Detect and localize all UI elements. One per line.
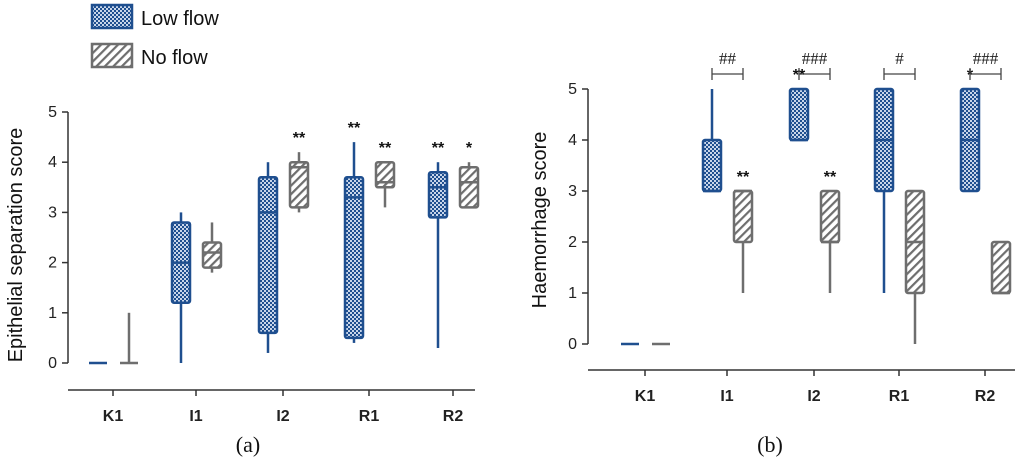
x-tick-label: I2 — [807, 388, 820, 405]
y-tick-label: 4 — [48, 154, 57, 171]
box-plot: * — [458, 140, 480, 209]
panel-caption: (b) — [757, 432, 783, 457]
chart-panel-a: Epithelial separation score (a) 0 1 2 3 4 5 K1… — [5, 104, 480, 457]
box — [257, 176, 279, 335]
box — [427, 170, 449, 219]
box-plot — [257, 162, 279, 353]
comparison-bracket: ### — [969, 49, 1002, 80]
y-tick-label: 2 — [48, 255, 57, 272]
significance-mark: ** — [348, 120, 361, 137]
y-tick-label: 5 — [568, 81, 577, 98]
comparison-mark: ## — [719, 49, 737, 68]
box-plot: ** — [819, 169, 841, 293]
comparison-bracket: # — [883, 49, 916, 80]
y-tick-label: 1 — [48, 305, 57, 322]
box-plot: * — [959, 67, 981, 193]
comparison-mark: ### — [802, 49, 828, 68]
x-tick-label: I2 — [276, 408, 289, 425]
y-axis-label: Haemorrhage score — [529, 132, 551, 309]
x-tick-label: K1 — [635, 388, 656, 405]
significance-mark: ** — [379, 140, 392, 157]
x-tick-label: K1 — [103, 408, 124, 425]
significance-mark: ** — [432, 140, 445, 157]
comparison-mark: ### — [973, 49, 999, 68]
x-tick-label: I1 — [189, 408, 202, 425]
x-tick-label: I1 — [720, 388, 733, 405]
box-plot: ** — [374, 140, 396, 208]
y-tick-label: 3 — [48, 204, 57, 221]
y-tick-label: 4 — [568, 132, 577, 149]
y-tick-label: 1 — [568, 285, 577, 302]
legend: Low flow No flow — [90, 3, 219, 69]
significance-mark: * — [466, 140, 473, 157]
x-tick-label: R1 — [889, 388, 910, 405]
y-tick-label: 5 — [48, 104, 57, 121]
legend-swatch-no-flow — [90, 42, 134, 69]
box — [788, 87, 810, 142]
box-plot: ** — [288, 130, 310, 213]
significance-mark: ** — [293, 130, 306, 147]
y-tick-label: 0 — [48, 355, 57, 372]
box-plot — [873, 87, 895, 293]
box-plot: ** — [732, 169, 754, 293]
x-tick-label: R2 — [443, 408, 464, 425]
box-plot — [120, 312, 138, 365]
box-plot — [201, 222, 223, 273]
box-plot — [990, 240, 1012, 295]
x-tick-label: R2 — [975, 388, 996, 405]
y-tick-label: 0 — [568, 336, 577, 353]
box-plot: ** — [427, 140, 449, 348]
box — [201, 241, 223, 269]
box — [990, 240, 1012, 295]
box — [288, 160, 310, 209]
box-plot — [701, 89, 723, 193]
comparison-bracket: ### — [798, 49, 831, 80]
x-tick-label: R1 — [359, 408, 380, 425]
legend-label-low-flow: Low flow — [141, 8, 219, 30]
comparison-bracket: ## — [711, 49, 744, 80]
y-tick-label: 3 — [568, 183, 577, 200]
box-plot — [170, 212, 192, 363]
significance-mark: ** — [824, 169, 837, 186]
box — [343, 176, 365, 340]
significance-mark: ** — [737, 169, 750, 186]
box — [458, 165, 480, 209]
legend-label-no-flow: No flow — [141, 47, 208, 69]
legend-swatch-low-flow — [90, 3, 134, 30]
box — [819, 189, 841, 244]
box-plot: ** — [343, 120, 365, 343]
box-plot — [904, 189, 926, 344]
y-tick-label: 2 — [568, 234, 577, 251]
box — [701, 138, 723, 193]
box — [732, 189, 754, 244]
box — [374, 160, 396, 189]
comparison-mark: # — [895, 49, 904, 68]
y-axis-label: Epithelial separation score — [5, 128, 27, 363]
panel-caption: (a) — [236, 432, 260, 457]
